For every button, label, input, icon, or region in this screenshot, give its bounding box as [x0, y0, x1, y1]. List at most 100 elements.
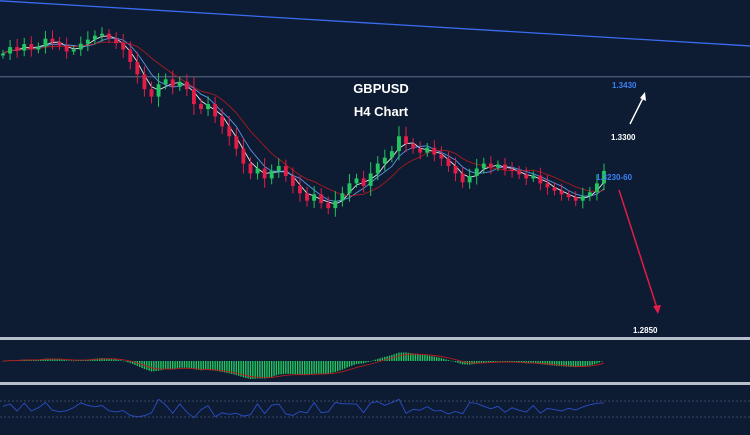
candle [411, 138, 416, 154]
macd-bar [49, 358, 51, 361]
macd-bar [497, 361, 499, 362]
macd-bar [570, 361, 572, 367]
macd-bar [334, 361, 337, 372]
macd-bar [549, 361, 551, 366]
macd-bar [381, 357, 384, 361]
macd-bar [164, 361, 167, 370]
candle-body [453, 166, 458, 174]
candle-body [227, 126, 232, 137]
candle-body [100, 33, 104, 36]
macd-bar [58, 359, 61, 361]
candle-body [474, 168, 479, 176]
candle-body [142, 74, 147, 90]
macd-bar [539, 361, 542, 365]
macd-bar [461, 361, 464, 365]
macd-bar [553, 361, 556, 366]
macd-bar [395, 353, 398, 361]
candle [206, 96, 210, 116]
macd-bar [443, 358, 445, 361]
chart-subtitle: H4 Chart [354, 104, 409, 119]
candle [114, 32, 119, 49]
macd-bar [261, 361, 263, 379]
macd-bar [278, 361, 280, 375]
macd-bar [527, 361, 530, 364]
macd-bar [181, 361, 183, 368]
trendline [0, 0, 750, 47]
macd-bar [2, 361, 4, 362]
macd-bar [341, 361, 344, 370]
macd-bar [454, 361, 457, 363]
candle-body [545, 183, 550, 188]
macd-bar [320, 361, 322, 374]
candle [552, 182, 557, 196]
macd-bar [223, 361, 226, 373]
candle [107, 28, 112, 43]
candle-body [121, 43, 126, 50]
macd-bar [259, 361, 261, 379]
macd-bar [207, 361, 209, 370]
macd-bar [480, 361, 483, 363]
candle-body [411, 143, 416, 149]
macd-bar [296, 361, 299, 375]
macd-bar [544, 361, 546, 365]
macd-bar [214, 361, 216, 371]
candle [326, 196, 331, 215]
candle-body [135, 61, 140, 75]
panel-separator-bottom [0, 382, 750, 385]
target-label-4: 1.2850 [633, 326, 658, 335]
macd-bar [35, 359, 37, 361]
macd-bar [294, 361, 296, 375]
macd-bar [303, 361, 306, 375]
up-arrow-shaft [629, 95, 645, 125]
macd-bar [197, 361, 200, 370]
macd-bar [256, 361, 259, 379]
macd-bar [428, 355, 431, 361]
candle-body [71, 49, 76, 52]
macd-bar [598, 361, 600, 363]
candle-body [517, 170, 522, 175]
candle-body [29, 44, 34, 50]
target-label-3: 1.3230-60 [596, 173, 633, 182]
candle-body [594, 183, 599, 193]
macd-bar [162, 361, 164, 370]
candle [453, 157, 458, 182]
macd-bar [273, 361, 275, 377]
candle [418, 141, 423, 160]
candle [269, 164, 274, 185]
candle-body [177, 81, 182, 87]
macd-bar [511, 361, 513, 363]
macd-bar [171, 361, 174, 369]
macd-bar [421, 354, 424, 361]
macd-bar [216, 361, 219, 372]
macd-bar [188, 361, 190, 369]
candle-body [85, 39, 90, 44]
candle-body [389, 151, 394, 158]
panel-separator-top [0, 337, 750, 340]
candle [446, 152, 451, 172]
candle [439, 146, 444, 167]
candle-body [241, 148, 246, 164]
candle-body [354, 178, 359, 184]
candle [156, 72, 161, 107]
candle [220, 108, 225, 134]
candle [481, 157, 486, 174]
macd-bar [424, 355, 426, 361]
candle-body [206, 104, 210, 110]
macd-bar [96, 358, 98, 361]
candle [538, 167, 543, 191]
candle-body [425, 147, 430, 153]
macd-bar [254, 361, 256, 379]
macd-bar [82, 359, 84, 361]
macd-bar [417, 354, 419, 361]
macd-bar [447, 360, 450, 361]
candle-body [397, 136, 401, 152]
candle-body [107, 33, 112, 39]
macd-bar [567, 361, 570, 367]
candle-body [1, 53, 5, 56]
macd-bar [212, 361, 214, 371]
macd-bar [464, 361, 466, 365]
macd-bar [407, 352, 410, 361]
candle-body [467, 175, 472, 183]
candle-body [234, 136, 239, 149]
